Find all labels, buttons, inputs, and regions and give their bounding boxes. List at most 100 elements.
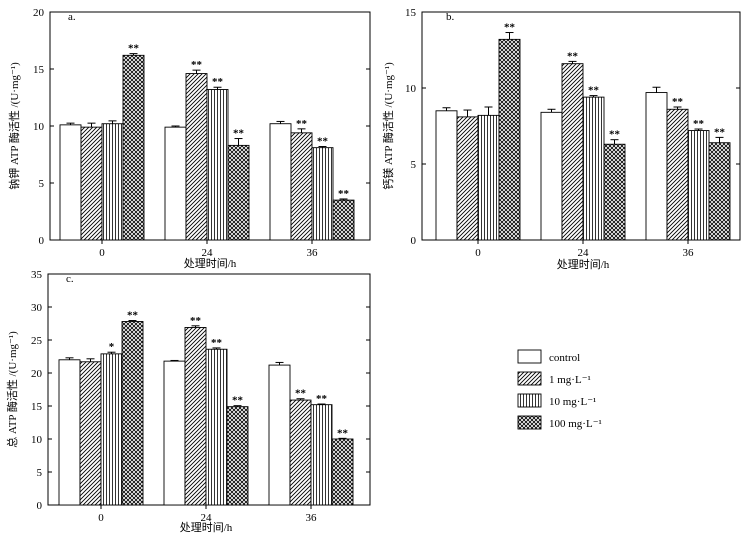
bar-100mg-36h: [708, 142, 731, 241]
bar-control-24h: [164, 126, 187, 241]
significance-marker: **: [232, 395, 244, 407]
bar-100mg-24h: [227, 144, 250, 241]
bar-control-24h: [540, 111, 563, 241]
bar-10mg-36h: [310, 404, 333, 506]
chart-panels: 0 5 10 15 20 ** 0 ** ** ** 24 ** ** ** 36 处理时间/h 钠钾 ATP …: [5, 7, 741, 534]
chart-panel-b: 0 5 10 15 ** 0 ** ** ** 24 ** ** ** 36 处理时间/h 钙镁 ATP 酶活…: [381, 7, 741, 271]
bar-10mg-0h: [101, 123, 124, 241]
y-tick-label: 30: [31, 302, 43, 314]
y-axis-title: 总 ATP 酶活性 /(U·mg⁻¹): [5, 331, 19, 448]
y-tick-label: 15: [33, 64, 45, 76]
y-tick-label: 15: [31, 401, 43, 413]
panel-label: c.: [66, 273, 74, 285]
significance-marker: **: [316, 393, 328, 405]
significance-marker: **: [714, 126, 726, 138]
bar-1mg-36h: [289, 399, 312, 506]
bar-10mg-0h: [100, 353, 123, 506]
bar-1mg-0h: [79, 361, 102, 506]
panel-label: b.: [446, 11, 455, 23]
panel-label: a.: [68, 11, 76, 23]
x-tick-label: 0: [475, 247, 481, 259]
significance-marker: **: [212, 76, 224, 88]
y-tick-label: 0: [411, 235, 417, 247]
x-axis-title: 处理时间/h: [184, 257, 237, 270]
y-tick-label: 25: [31, 335, 43, 347]
y-tick-label: 20: [31, 368, 43, 380]
significance-marker: **: [317, 136, 329, 148]
y-tick-label: 0: [39, 235, 45, 247]
bar-100mg-36h: [332, 199, 355, 241]
bar-control-36h: [269, 123, 292, 241]
significance-marker: **: [693, 118, 705, 130]
bar-10mg-24h: [205, 348, 228, 506]
significance-marker: **: [567, 50, 579, 62]
significance-marker: **: [128, 43, 140, 55]
bar-1mg-0h: [80, 126, 103, 241]
x-tick-label: 0: [99, 247, 105, 259]
bar-1mg-24h: [561, 63, 584, 241]
significance-marker: **: [211, 337, 223, 349]
y-tick-label: 15: [405, 7, 417, 19]
bar-100mg-0h: [498, 38, 521, 241]
significance-marker: **: [127, 310, 139, 322]
legend-item-10mg: 10 mg·L⁻¹: [517, 393, 596, 408]
legend-item-100mg: 100 mg·L⁻¹: [517, 415, 602, 430]
x-tick-label: 36: [683, 247, 695, 259]
bar-100mg-0h: [122, 54, 145, 241]
legend-label: 100 mg·L⁻¹: [549, 418, 602, 430]
significance-marker: **: [190, 315, 202, 327]
bar-1mg-24h: [185, 73, 208, 241]
bar-control-0h: [59, 124, 82, 241]
x-tick-label: 24: [201, 512, 213, 524]
legend-item-control: control: [517, 349, 580, 364]
significance-marker: **: [337, 427, 349, 439]
bar-10mg-36h: [311, 147, 334, 241]
chart-panel-a: 0 5 10 15 20 ** 0 ** ** ** 24 ** ** ** 36 处理时间/h 钠钾 ATP …: [7, 7, 371, 270]
bar-10mg-0h: [477, 114, 500, 241]
x-tick-label: 24: [578, 247, 590, 259]
bar-control-0h: [58, 359, 81, 506]
legend-swatch: [517, 349, 542, 364]
bar-control-36h: [268, 364, 291, 506]
significance-marker: **: [672, 96, 684, 108]
significance-marker: **: [338, 188, 350, 200]
bar-100mg-24h: [603, 143, 626, 241]
y-tick-label: 5: [37, 467, 43, 479]
y-tick-label: 20: [33, 7, 45, 19]
significance-marker: **: [295, 388, 307, 400]
bar-100mg-0h: [121, 321, 144, 506]
bar-100mg-36h: [331, 438, 354, 506]
y-tick-label: 10: [33, 121, 45, 133]
y-tick-label: 5: [411, 159, 417, 171]
y-tick-label: 35: [31, 269, 43, 281]
legend-label: 1 mg·L⁻¹: [549, 374, 591, 386]
legend-swatch: [517, 415, 542, 430]
significance-marker: **: [609, 129, 621, 141]
bar-1mg-36h: [290, 132, 313, 241]
significance-marker: **: [233, 128, 245, 140]
bar-10mg-24h: [582, 96, 605, 241]
bar-control-0h: [435, 110, 458, 241]
x-tick-label: 36: [306, 512, 318, 524]
y-tick-label: 5: [39, 178, 45, 190]
y-tick-label: 10: [31, 434, 43, 446]
significance-marker: **: [588, 85, 600, 97]
x-axis-title: 处理时间/h: [180, 521, 233, 534]
bar-1mg-36h: [666, 108, 689, 241]
x-axis-title: 处理时间/h: [557, 258, 610, 271]
x-tick-label: 24: [202, 247, 214, 259]
bar-10mg-24h: [206, 89, 229, 241]
y-axis-title: 钠钾 ATP 酶活性 /(U·mg⁻¹): [7, 62, 21, 190]
bar-10mg-36h: [687, 130, 710, 241]
legend: control 1 mg·L⁻¹ 10 mg·L⁻¹ 100 mg·L⁻¹: [517, 349, 602, 430]
legend-item-1mg: 1 mg·L⁻¹: [517, 371, 591, 386]
significance-marker: **: [504, 22, 516, 34]
bar-100mg-24h: [226, 406, 249, 506]
legend-label: control: [549, 352, 580, 364]
y-tick-label: 10: [405, 83, 417, 95]
x-tick-label: 0: [98, 512, 104, 524]
legend-swatch: [517, 393, 542, 408]
legend-label: 10 mg·L⁻¹: [549, 396, 596, 408]
